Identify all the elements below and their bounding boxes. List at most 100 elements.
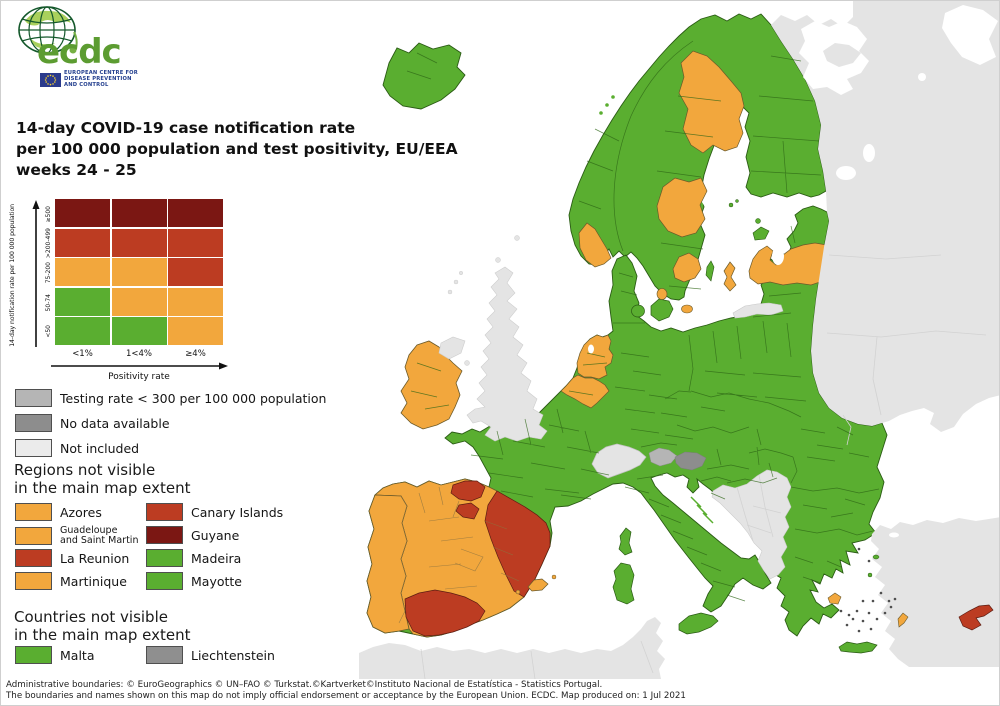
title-line: weeks 24 - 25 xyxy=(16,161,137,179)
map-region-ibiza xyxy=(515,589,521,595)
legend-item: Malta xyxy=(15,646,94,664)
heading-line: in the main map extent xyxy=(14,626,191,644)
lofoten-islands-2 xyxy=(605,103,609,107)
legend-label: La Reunion xyxy=(60,550,130,566)
east-internal-borders xyxy=(826,254,987,446)
isle-of-man xyxy=(464,360,470,366)
matrix-cell xyxy=(111,258,167,286)
legend-swatch xyxy=(146,549,183,567)
matrix-row-label: 50-74 xyxy=(44,293,52,311)
legend-swatch xyxy=(15,646,52,664)
matrix-cells xyxy=(55,199,223,347)
legend-swatch xyxy=(15,549,52,567)
legend-label: No data available xyxy=(60,415,170,431)
map-region-north-africa xyxy=(359,617,665,679)
org-name-line: EUROPEAN CENTRE FOR xyxy=(64,70,138,76)
legend-item: Martinique xyxy=(15,572,127,590)
legend-item: Liechtenstein xyxy=(146,646,275,664)
map-region-united-kingdom xyxy=(466,266,548,442)
legend-item: Not included xyxy=(15,439,139,457)
arctic-island xyxy=(918,73,926,81)
map-region-aland xyxy=(728,202,734,208)
map-region-saaremaa xyxy=(752,226,770,241)
legend-swatch xyxy=(15,389,52,407)
hebrides-3 xyxy=(458,270,464,276)
matrix-col-label: <1% xyxy=(72,349,93,359)
legend-label: Azores xyxy=(60,504,102,520)
matrix-cell xyxy=(111,199,167,227)
legend-label: Liechtenstein xyxy=(191,647,275,663)
map-region-hiiumaa xyxy=(755,218,761,224)
matrix-cell xyxy=(55,287,110,316)
map-region-dalarna xyxy=(656,177,708,238)
sea-of-marmara xyxy=(889,532,899,538)
legend-item: No data available xyxy=(15,414,170,432)
legend-label: Madeira xyxy=(191,550,242,566)
legend-label: Martinique xyxy=(60,573,127,589)
map-region-turkey xyxy=(871,517,999,667)
map-region-sardinia xyxy=(612,562,635,605)
matrix-y-axis-label: 14-day notification rate per 100 000 pop… xyxy=(9,203,16,347)
legend-item: Guadeloupe and Saint Martin xyxy=(15,526,138,546)
ecdc-org-name: EUROPEAN CENTRE FOR DISEASE PREVENTION AND… xyxy=(64,70,138,88)
matrix-cell xyxy=(168,317,223,345)
novaya-zemlya xyxy=(942,5,998,65)
matrix-col-labels: <1% 1<4% ≥4% xyxy=(55,349,223,359)
region-borders-green xyxy=(406,40,880,602)
matrix-cell xyxy=(55,258,110,286)
matrix-x-axis-label: Positivity rate xyxy=(108,372,170,382)
matrix-cell xyxy=(111,287,167,316)
map-region-aland-2 xyxy=(735,199,739,203)
legend-swatch xyxy=(146,646,183,664)
map-region-rioja xyxy=(455,502,480,520)
legend-swatch xyxy=(15,503,52,521)
map-region-copenhagen xyxy=(656,288,668,300)
map-region-crete xyxy=(838,641,878,654)
heading-line: in the main map extent xyxy=(14,479,191,497)
chios xyxy=(867,572,873,578)
matrix-cell xyxy=(168,199,223,227)
shetland xyxy=(514,235,520,241)
org-name-line: AND CONTROL xyxy=(64,81,109,88)
legend-item: Mayotte xyxy=(146,572,242,590)
legend-item: Testing rate < 300 per 100 000 populatio… xyxy=(15,389,326,407)
legend-item: La Reunion xyxy=(15,549,129,567)
heading-line: Regions not visible xyxy=(14,461,156,479)
map-region-tyrol xyxy=(648,447,678,467)
matrix-col-label: 1<4% xyxy=(125,349,152,359)
balkans-internal-borders xyxy=(736,474,782,542)
africa-internal-borders xyxy=(420,640,654,679)
lake-onega xyxy=(863,144,875,162)
legend-swatch xyxy=(15,527,52,545)
map-region-carinthia xyxy=(674,451,707,471)
map-region-kaliningrad xyxy=(732,302,784,319)
legend-label: Malta xyxy=(60,647,95,663)
matrix-row-label: ≥500 xyxy=(44,205,52,222)
legend-swatch xyxy=(15,414,52,432)
legend-item: Guyane xyxy=(146,526,239,544)
matrix-row-labels: ≥500 >200-499 75-200 50-74 <50 xyxy=(43,199,53,347)
matrix-cell xyxy=(111,228,167,257)
matrix-cell xyxy=(111,317,167,345)
lake-ladoga xyxy=(836,166,856,180)
map-region-menorca xyxy=(551,574,557,580)
ijsselmeer xyxy=(588,344,594,354)
map-region-norrbotten xyxy=(678,50,745,154)
map-region-iceland xyxy=(382,42,466,110)
legend-swatch xyxy=(15,572,52,590)
aegean-islets xyxy=(839,547,897,633)
legend-swatch xyxy=(15,439,52,457)
map-region-northern-ireland xyxy=(438,336,466,360)
matrix-cell xyxy=(55,228,110,257)
legend-swatch xyxy=(146,526,183,544)
matrix-cell xyxy=(168,287,223,316)
map-region-belgium xyxy=(560,374,610,409)
map-region-norway-southwest xyxy=(578,222,612,268)
map-attribution-footer: Administrative boundaries: © EuroGeograp… xyxy=(6,680,686,701)
gulf-of-riga xyxy=(772,247,784,265)
legend-label: Guyane xyxy=(191,527,240,543)
legend-label: Testing rate < 300 per 100 000 populatio… xyxy=(60,390,327,406)
lesbos xyxy=(872,554,880,560)
legend-swatch xyxy=(146,503,183,521)
